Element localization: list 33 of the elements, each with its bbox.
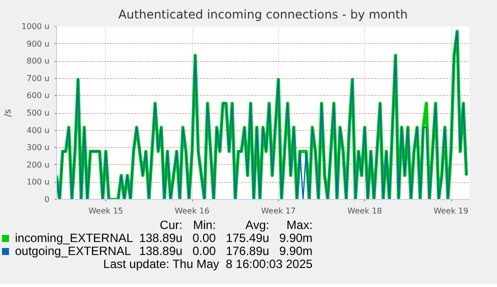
x-tick-label: Week 17 — [261, 206, 296, 216]
x-tick-label: Week 16 — [174, 206, 210, 216]
text: 0.00 — [191, 244, 217, 258]
y-tick-label: 800 u — [26, 56, 50, 66]
text: 138.89u — [138, 244, 184, 258]
text: 138.89u — [138, 231, 184, 245]
y-tick-label: 200 u — [26, 160, 50, 170]
legend-label: incoming_EXTERNAL — [14, 231, 134, 245]
chart-title: Authenticated incoming connections - by month — [118, 8, 408, 22]
text: Avg: — [244, 218, 270, 232]
y-tick-label: 100 u — [26, 178, 50, 187]
y-tick-label: 0 — [44, 195, 50, 204]
text: Cur: — [158, 218, 184, 232]
legend-label: outgoing_EXTERNAL — [14, 244, 132, 258]
y-tick-label: 600 u — [26, 91, 50, 100]
y-tick-label: 400 u — [26, 126, 50, 135]
text: 176.89u — [224, 244, 270, 258]
text: Last update: Thu May 8 16:00:03 2025 — [103, 257, 314, 271]
x-tick-label: Week 18 — [347, 206, 382, 216]
y-tick-label: 1000 u — [22, 22, 50, 31]
text: 0.00 — [191, 231, 217, 245]
y-tick-label: 500 u — [26, 108, 50, 118]
x-tick-label: Week 15 — [88, 206, 124, 216]
text: 9.90m — [278, 231, 314, 245]
x-tick-label: Week 19 — [434, 206, 468, 216]
text: 175.49u — [224, 231, 270, 245]
text: Max: — [286, 218, 314, 232]
text: Min: — [192, 218, 217, 232]
y-tick-label: 900 u — [26, 39, 50, 48]
y-axis-title: /s — [4, 108, 14, 117]
y-tick-label: 700 u — [26, 74, 50, 83]
text: 9.90m — [278, 244, 314, 258]
y-tick-label: 300 u — [26, 143, 50, 152]
